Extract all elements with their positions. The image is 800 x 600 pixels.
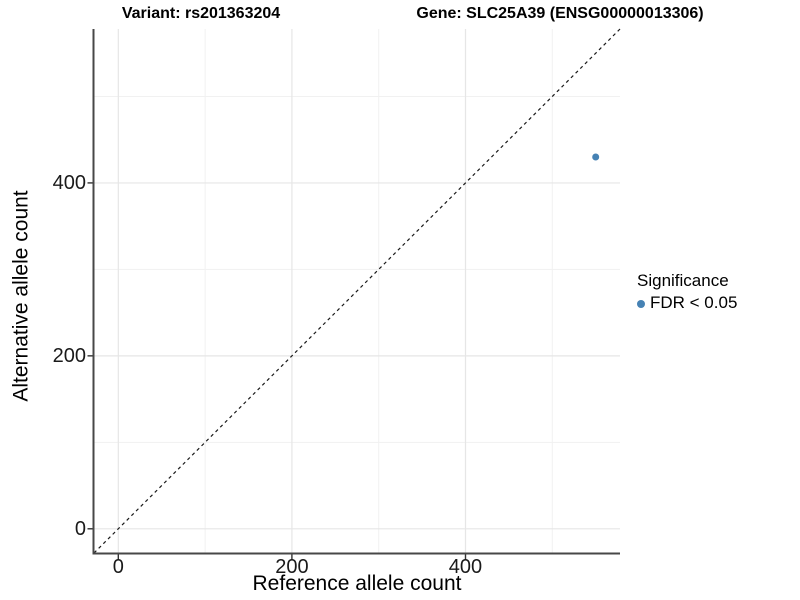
x-tick-label: 200 (275, 556, 309, 578)
x-tick-label: 400 (448, 556, 483, 578)
legend: Significance FDR < 0.05 (637, 271, 737, 314)
data-point (592, 153, 600, 161)
legend-item: FDR < 0.05 (637, 293, 737, 313)
y-tick-label: 200 (52, 344, 86, 367)
y-tick-label: 400 (52, 171, 86, 194)
legend-title: Significance (637, 271, 729, 290)
legend-point-icon (637, 299, 645, 308)
y-axis-title: Alternative allele count (9, 190, 33, 402)
identity-line (93, 28, 621, 554)
x-tick-label: 0 (112, 556, 124, 578)
legend-item-label: FDR < 0.05 (650, 293, 738, 313)
variant-title: Variant: rs201363204 (121, 5, 281, 22)
x-axis-title: Reference allele count (252, 572, 462, 595)
y-tick-label: 0 (74, 517, 86, 540)
gene-title: Gene: SLC25A39 (ENSG00000013306) (416, 5, 704, 22)
